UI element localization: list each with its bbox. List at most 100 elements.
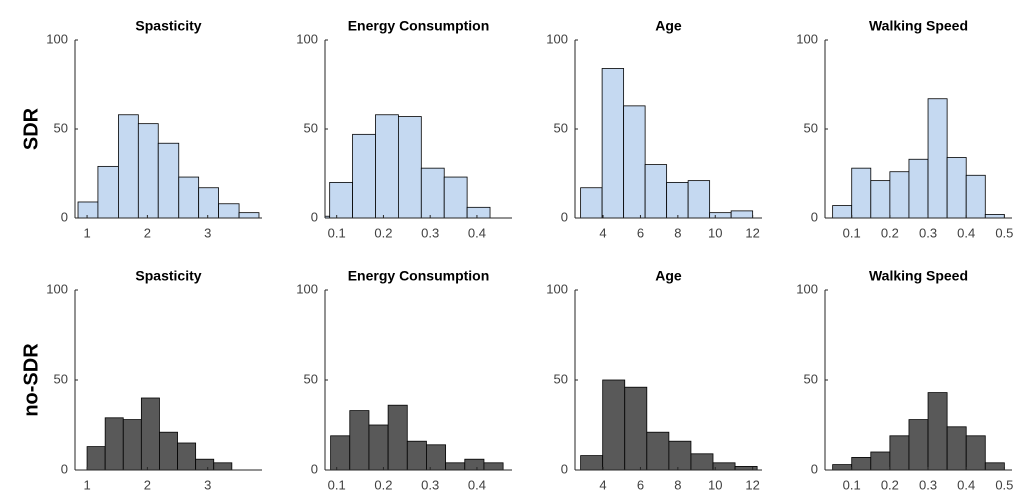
panel: Age 0 50 100 4 6 8 10 12	[546, 268, 762, 492]
y-tick-label: 50	[804, 120, 818, 135]
y-tick-label: 50	[804, 371, 818, 386]
panel: Energy Consumption 0 50 100 0.1 0.2 0.3 0.4	[296, 268, 512, 492]
bar	[406, 440, 427, 470]
bar	[195, 458, 215, 470]
bar	[908, 158, 929, 218]
bar	[445, 462, 466, 470]
x-tick-label: 3	[204, 225, 211, 240]
bar	[118, 114, 139, 218]
x-tick-label: 4	[599, 225, 606, 240]
bar	[97, 165, 119, 218]
bar	[198, 187, 219, 218]
bar	[177, 442, 197, 470]
bar	[734, 465, 758, 470]
x-tick-label: 0.5	[995, 477, 1013, 492]
bar	[387, 404, 408, 470]
panel: Energy Consumption 0 50 100 0.1 0.2 0.3 0.4	[296, 18, 512, 240]
y-tick-label: 0	[311, 209, 318, 224]
y-tick-label: 100	[46, 31, 68, 46]
bars	[325, 114, 491, 218]
bar	[984, 214, 1005, 218]
x-tick-label: 2	[144, 225, 151, 240]
x-tick-label: 0.4	[468, 477, 486, 492]
row-label: SDR	[20, 107, 42, 150]
y-tick-label: 0	[311, 461, 318, 476]
y-tick-label: 50	[54, 120, 68, 135]
bars	[580, 379, 758, 470]
x-tick-label: 0.4	[957, 225, 975, 240]
bar	[443, 176, 468, 218]
x-tick-label: 0.2	[881, 225, 899, 240]
panel: Spasticity 0 50 100 1 2 3	[46, 18, 262, 240]
panel-title: Age	[655, 18, 682, 34]
bar	[426, 444, 447, 470]
bar	[870, 180, 891, 218]
bar	[889, 435, 910, 470]
bar	[178, 176, 200, 218]
y-tick-label: 50	[554, 371, 568, 386]
x-tick-label: 6	[637, 225, 644, 240]
bar	[580, 455, 604, 470]
y-tick-label: 0	[61, 461, 68, 476]
bar	[140, 397, 160, 470]
bar	[602, 379, 626, 470]
bar	[709, 212, 732, 218]
bar	[666, 181, 689, 218]
panel-title: Walking Speed	[869, 268, 968, 284]
y-tick-label: 100	[796, 31, 818, 46]
x-tick-label: 0.3	[919, 225, 937, 240]
bar	[352, 133, 376, 218]
bar	[104, 417, 124, 470]
x-tick-label: 0.4	[957, 477, 975, 492]
x-tick-label: 0.3	[421, 477, 439, 492]
x-tick-label: 0.3	[421, 225, 439, 240]
y-tick-label: 100	[296, 281, 318, 296]
y-tick-label: 50	[304, 120, 318, 135]
x-tick-label: 3	[204, 477, 211, 492]
x-tick-label: 2	[144, 477, 151, 492]
bars	[832, 392, 1005, 470]
bars	[580, 68, 754, 218]
bar	[851, 167, 872, 218]
y-tick-label: 0	[61, 209, 68, 224]
bar	[832, 205, 853, 218]
bar	[832, 464, 853, 470]
x-tick-label: 0.1	[328, 225, 346, 240]
bar	[86, 446, 106, 470]
bar	[712, 462, 736, 470]
bar	[687, 180, 711, 218]
bar	[464, 458, 485, 470]
y-tick-label: 100	[546, 31, 568, 46]
bar	[159, 431, 178, 470]
row-label: no-SDR	[20, 343, 42, 417]
bar	[644, 164, 668, 218]
panel-title: Spasticity	[135, 18, 201, 34]
panel-title: Walking Speed	[869, 18, 968, 34]
y-tick-label: 0	[811, 209, 818, 224]
y-tick-label: 100	[46, 281, 68, 296]
bar	[329, 181, 353, 218]
bar	[668, 440, 692, 470]
bar	[349, 410, 370, 470]
y-tick-label: 50	[554, 120, 568, 135]
bar	[946, 157, 967, 218]
bar	[137, 123, 159, 218]
y-tick-label: 100	[296, 31, 318, 46]
bars	[832, 98, 1005, 218]
bar	[851, 456, 872, 470]
panel: Walking Speed 0 50 100 0.1 0.2 0.3 0.4 0.5	[796, 268, 1013, 493]
y-tick-label: 100	[796, 281, 818, 296]
bar	[397, 116, 422, 218]
bar	[965, 435, 986, 470]
x-tick-label: 1	[83, 225, 90, 240]
y-tick-label: 100	[546, 281, 568, 296]
bar	[375, 114, 399, 218]
x-tick-label: 12	[745, 477, 759, 492]
panel: Spasticity 0 50 100 1 2 3	[46, 268, 262, 492]
x-tick-label: 1	[83, 477, 90, 492]
bars	[77, 114, 260, 218]
x-tick-label: 0.1	[843, 225, 861, 240]
panel-title: Age	[655, 268, 682, 284]
x-tick-label: 0.4	[468, 225, 486, 240]
